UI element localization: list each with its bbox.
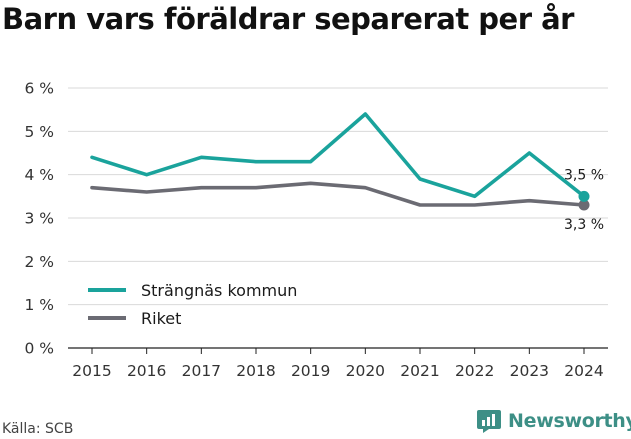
y-tick-label: 5 % <box>24 123 54 141</box>
legend: Strängnäs kommun Riket <box>88 281 297 328</box>
newsworthy-logo-icon <box>477 410 501 433</box>
y-tick-label: 0 % <box>24 340 54 358</box>
y-tick-label: 1 % <box>24 296 54 314</box>
x-tick-label: 2018 <box>236 362 275 380</box>
series-end-label-1: 3,3 % <box>564 217 604 233</box>
series-group: 3,5 % 3,3 % <box>90 112 604 233</box>
series-line-0 <box>90 112 586 199</box>
brand-logo: Newsworthy <box>476 408 631 434</box>
y-tick-label: 6 % <box>24 80 54 98</box>
x-tick-label: 2020 <box>346 362 385 380</box>
x-tick-label: 2023 <box>510 362 549 380</box>
legend-label-0: Strängnäs kommun <box>141 281 297 300</box>
y-tick-label: 4 % <box>24 166 54 184</box>
x-tick-label: 2016 <box>127 362 166 380</box>
y-tick-label: 2 % <box>24 253 54 271</box>
x-tick-label: 2024 <box>564 362 603 380</box>
brand-name: Newsworthy <box>508 410 631 432</box>
chart-title: Barn vars föräldrar separerat per år <box>2 2 574 36</box>
legend-label-1: Riket <box>141 309 181 328</box>
x-tick-label: 2019 <box>291 362 330 380</box>
y-tick-label: 3 % <box>24 210 54 228</box>
series-end-point-1 <box>578 199 590 211</box>
grid-lines <box>68 87 608 349</box>
series-end-point-0 <box>578 190 590 202</box>
x-tick-label: 2015 <box>72 362 111 380</box>
x-axis: 2015 2016 2017 2018 2019 2020 2021 2022 2023 2024 <box>72 348 604 380</box>
y-axis: 0 % 1 % 2 % 3 % 4 % 5 % 6 % <box>24 80 54 358</box>
series-end-label-0: 3,5 % <box>564 167 604 183</box>
source-note: Källa: SCB <box>2 421 74 437</box>
x-tick-label: 2021 <box>400 362 439 380</box>
x-tick-label: 2017 <box>182 362 221 380</box>
x-tick-label: 2022 <box>455 362 494 380</box>
series-line-1 <box>90 181 586 207</box>
